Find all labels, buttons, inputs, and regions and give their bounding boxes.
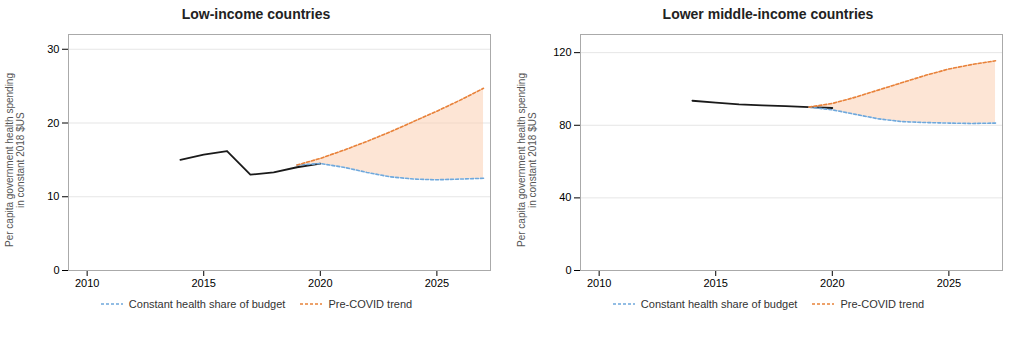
svg-text:0: 0 — [53, 264, 59, 276]
svg-text:10: 10 — [47, 190, 59, 202]
svg-text:2010: 2010 — [75, 277, 99, 289]
svg-text:20: 20 — [47, 117, 59, 129]
svg-text:80: 80 — [559, 119, 571, 131]
html-text:Constant health share of budge: Constant health share of budget — [128, 298, 286, 310]
svg-text:2020: 2020 — [820, 277, 844, 289]
html-text:Pre-COVID trend: Pre-COVID trend — [840, 298, 925, 310]
html-text:Constant health share of budge: Constant health share of budget — [640, 298, 798, 310]
svg-text:2025: 2025 — [937, 277, 961, 289]
svg-text:40: 40 — [559, 191, 571, 203]
html-text:Lower middle-income countries: Lower middle-income countries — [662, 6, 874, 22]
svg-text:2015: 2015 — [703, 277, 727, 289]
svg-text:120: 120 — [553, 46, 571, 58]
svg-text:30: 30 — [47, 43, 59, 55]
svg-text:2025: 2025 — [425, 277, 449, 289]
svg-text:2020: 2020 — [308, 277, 332, 289]
html-text:Low-income countries: Low-income countries — [181, 6, 331, 22]
svg-text:0: 0 — [565, 264, 571, 276]
html-text:Pre-COVID trend: Pre-COVID trend — [328, 298, 413, 310]
html-text:Per capita government health s: Per capita government health spending in… — [516, 73, 538, 247]
svg-text:2015: 2015 — [191, 277, 215, 289]
svg-text:2010: 2010 — [587, 277, 611, 289]
html-text:Per capita government health s: Per capita government health spending in… — [4, 73, 26, 247]
